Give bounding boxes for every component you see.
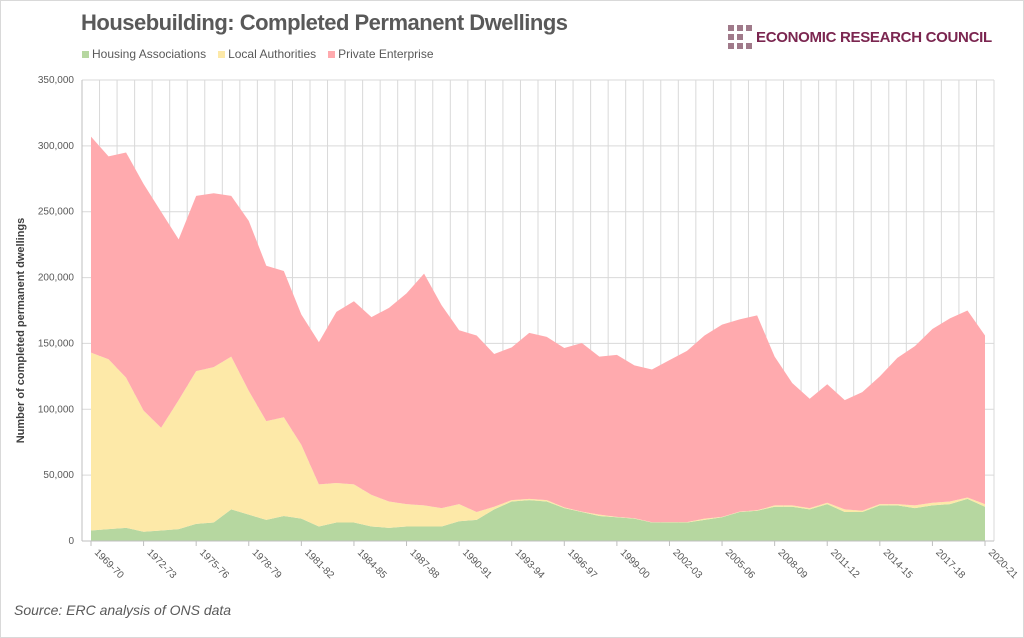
erc-logo: ECONOMIC RESEARCH COUNCIL [728, 25, 992, 49]
x-tick-label: 2011-12 [828, 547, 862, 581]
x-tick-label: 2017-18 [933, 547, 967, 581]
legend-item-housing-associations: Housing Associations [82, 47, 206, 61]
x-tick-label: 1990-91 [460, 547, 494, 581]
y-tick-label: 150,000 [38, 338, 75, 349]
legend-swatch [82, 50, 89, 58]
y-tick-label: 300,000 [38, 141, 75, 152]
legend-swatch [218, 50, 226, 58]
x-tick-label: 1978-79 [250, 547, 284, 581]
x-tick-label: 1975-76 [197, 547, 231, 581]
x-tick-label: 2020-21 [986, 547, 1020, 581]
logo-text: ECONOMIC RESEARCH COUNCIL [756, 28, 992, 46]
y-tick-label: 350,000 [38, 75, 75, 86]
x-tick-label: 2005-06 [723, 547, 757, 581]
legend-label: Housing Associations [92, 47, 207, 61]
legend-label: Private Enterprise [338, 47, 434, 61]
y-tick-label: 200,000 [38, 273, 75, 284]
x-tick-label: 1984-85 [355, 547, 389, 581]
legend: Housing Associations Local Authorities P… [82, 47, 434, 61]
y-axis-label: Number of completed permanent dwellings [15, 218, 27, 444]
legend-item-local-authorities: Local Authorities [218, 47, 316, 61]
x-tick-label: 1999-00 [618, 547, 652, 581]
y-tick-label: 0 [68, 536, 74, 547]
legend-label: Local Authorities [228, 47, 317, 61]
x-tick-label: 1981-82 [302, 547, 336, 581]
area-private-enterprise [91, 136, 985, 523]
legend-swatch [328, 50, 336, 58]
chart-title: Housebuilding: Completed Permanent Dwell… [81, 10, 568, 35]
x-tick-label: 1969-70 [92, 547, 126, 581]
logo-grid-icon [728, 25, 752, 49]
x-tick-label: 2014-15 [881, 547, 915, 581]
x-tick-label: 1987-88 [407, 547, 441, 581]
area-local-authorities [91, 352, 985, 532]
y-tick-label: 100,000 [38, 404, 75, 415]
legend-item-private-enterprise: Private Enterprise [328, 47, 434, 61]
source-note: Source: ERC analysis of ONS data [14, 602, 232, 618]
x-tick-label: 2002-03 [670, 547, 704, 581]
area-housing-associations [91, 498, 985, 541]
x-tick-label: 1972-73 [144, 547, 178, 581]
y-tick-label: 250,000 [38, 207, 75, 218]
x-tick-label: 2008-09 [776, 547, 810, 581]
y-tick-label: 50,000 [43, 470, 74, 481]
x-tick-label: 1993-94 [513, 547, 547, 581]
x-tick-label: 1996-97 [565, 547, 599, 581]
